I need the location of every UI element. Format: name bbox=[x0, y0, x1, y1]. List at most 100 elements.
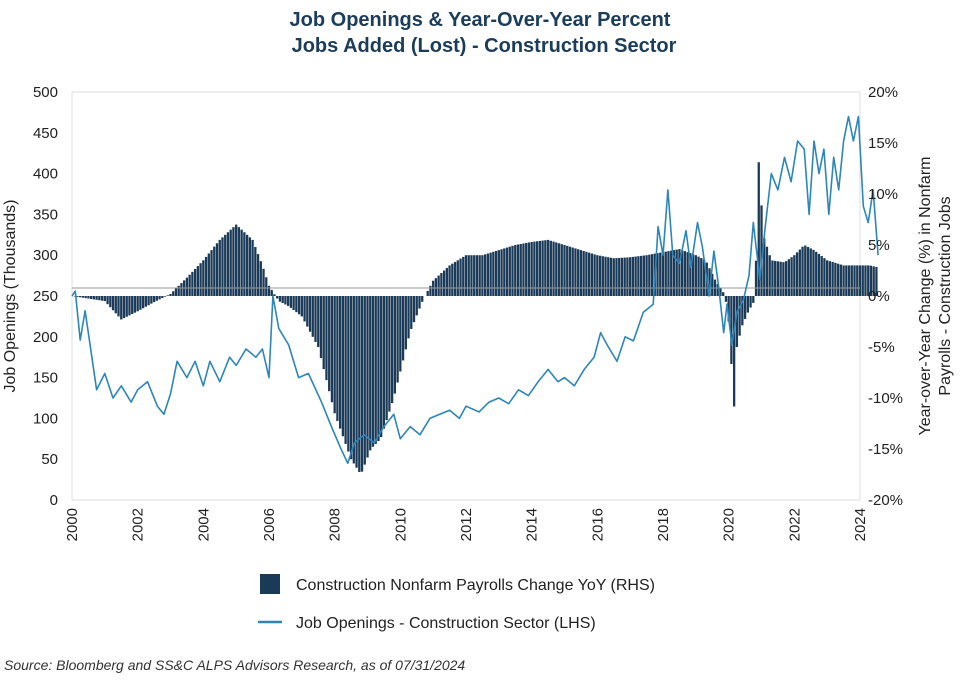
bar bbox=[366, 296, 369, 458]
bar bbox=[172, 291, 175, 296]
right-tick-label: -10% bbox=[868, 390, 903, 407]
bar bbox=[306, 296, 309, 327]
bar bbox=[295, 296, 298, 313]
bar bbox=[103, 296, 106, 302]
bar bbox=[732, 296, 736, 407]
left-tick-label: 350 bbox=[33, 206, 58, 223]
bar bbox=[836, 263, 840, 296]
bar bbox=[300, 296, 303, 317]
bar bbox=[98, 296, 101, 301]
legend-bar-label: Construction Nonfarm Payrolls Change YoY… bbox=[296, 577, 655, 594]
bar bbox=[478, 255, 481, 296]
bar bbox=[494, 250, 498, 296]
x-tick-label: 2000 bbox=[64, 508, 81, 541]
bar bbox=[793, 255, 796, 296]
bar bbox=[664, 251, 667, 296]
bar bbox=[355, 296, 358, 468]
left-axis-ticks: 0 50 100 150 200 250 300 350 400 450 500 bbox=[33, 84, 58, 509]
bar bbox=[809, 248, 812, 296]
right-tick-label: 10% bbox=[868, 186, 898, 203]
bar bbox=[434, 278, 438, 296]
bar bbox=[497, 250, 500, 296]
bar bbox=[511, 245, 514, 296]
left-axis-label: Job Openings (Thousands) bbox=[2, 200, 19, 393]
bar bbox=[100, 296, 104, 301]
bar bbox=[147, 296, 150, 306]
bar bbox=[429, 285, 432, 296]
bar bbox=[795, 252, 799, 296]
bar bbox=[207, 253, 210, 296]
bar bbox=[656, 253, 659, 296]
left-tick-label: 50 bbox=[41, 451, 58, 468]
bar bbox=[533, 241, 536, 296]
bar bbox=[144, 296, 148, 307]
bar bbox=[749, 296, 752, 308]
right-tick-label: 0% bbox=[868, 288, 890, 305]
bar bbox=[784, 261, 788, 296]
bar bbox=[193, 268, 197, 296]
bar bbox=[106, 296, 109, 305]
bar bbox=[385, 296, 388, 421]
chart-title-line-1: Job Openings & Year-Over-Year Percent bbox=[290, 9, 671, 31]
bar bbox=[596, 255, 599, 296]
bar bbox=[735, 296, 739, 347]
bar bbox=[678, 249, 681, 296]
bar bbox=[401, 296, 405, 361]
bar bbox=[525, 242, 528, 296]
bar bbox=[746, 296, 749, 313]
bar bbox=[708, 268, 711, 296]
bar bbox=[787, 259, 791, 296]
bar bbox=[544, 240, 547, 296]
left-tick-label: 250 bbox=[33, 288, 58, 305]
bar bbox=[421, 296, 424, 302]
bar bbox=[503, 248, 506, 296]
bar bbox=[374, 296, 377, 444]
bar bbox=[317, 296, 320, 347]
bar bbox=[426, 290, 429, 296]
x-tick-label: 2002 bbox=[130, 508, 147, 541]
right-axis-label-line-2: Payrolls - Construction Jobs bbox=[937, 196, 954, 395]
bar bbox=[481, 255, 484, 296]
chart-title-line-2: Jobs Added (Lost) - Construction Sector bbox=[292, 35, 677, 57]
bar bbox=[702, 259, 706, 296]
bar bbox=[393, 296, 397, 394]
bar bbox=[87, 296, 90, 299]
bar bbox=[508, 246, 511, 296]
x-tick-label: 2004 bbox=[195, 508, 212, 541]
bar bbox=[177, 285, 180, 296]
bar bbox=[169, 293, 172, 296]
bar bbox=[571, 247, 574, 296]
bar bbox=[352, 296, 355, 464]
bar bbox=[659, 252, 662, 296]
bar bbox=[754, 260, 758, 296]
left-tick-label: 150 bbox=[33, 370, 58, 387]
bar bbox=[593, 254, 596, 296]
bar bbox=[615, 258, 618, 296]
bar bbox=[650, 254, 654, 296]
bar bbox=[779, 261, 782, 296]
left-tick-label: 450 bbox=[33, 125, 58, 142]
bar bbox=[711, 273, 714, 296]
bar bbox=[399, 296, 402, 372]
bar bbox=[256, 254, 260, 296]
bar bbox=[152, 296, 156, 303]
bar bbox=[199, 263, 202, 296]
bar bbox=[185, 277, 189, 296]
bar bbox=[328, 296, 331, 392]
x-tick-label: 2020 bbox=[721, 508, 738, 541]
bar bbox=[459, 258, 462, 296]
bar bbox=[412, 296, 416, 323]
bar bbox=[738, 296, 741, 336]
right-tick-label: 5% bbox=[868, 237, 890, 254]
bar bbox=[834, 262, 837, 296]
bar bbox=[683, 251, 687, 296]
bar bbox=[858, 265, 862, 296]
x-tick-label: 2016 bbox=[589, 508, 606, 541]
x-axis-ticks: 2000 2002 2004 2006 2008 2010 2012 2014 2016 2018… bbox=[64, 508, 869, 541]
bar bbox=[150, 296, 153, 304]
bar bbox=[226, 232, 230, 296]
bar bbox=[303, 296, 306, 322]
bar bbox=[505, 247, 509, 296]
bar bbox=[867, 265, 870, 296]
bar bbox=[369, 296, 372, 451]
